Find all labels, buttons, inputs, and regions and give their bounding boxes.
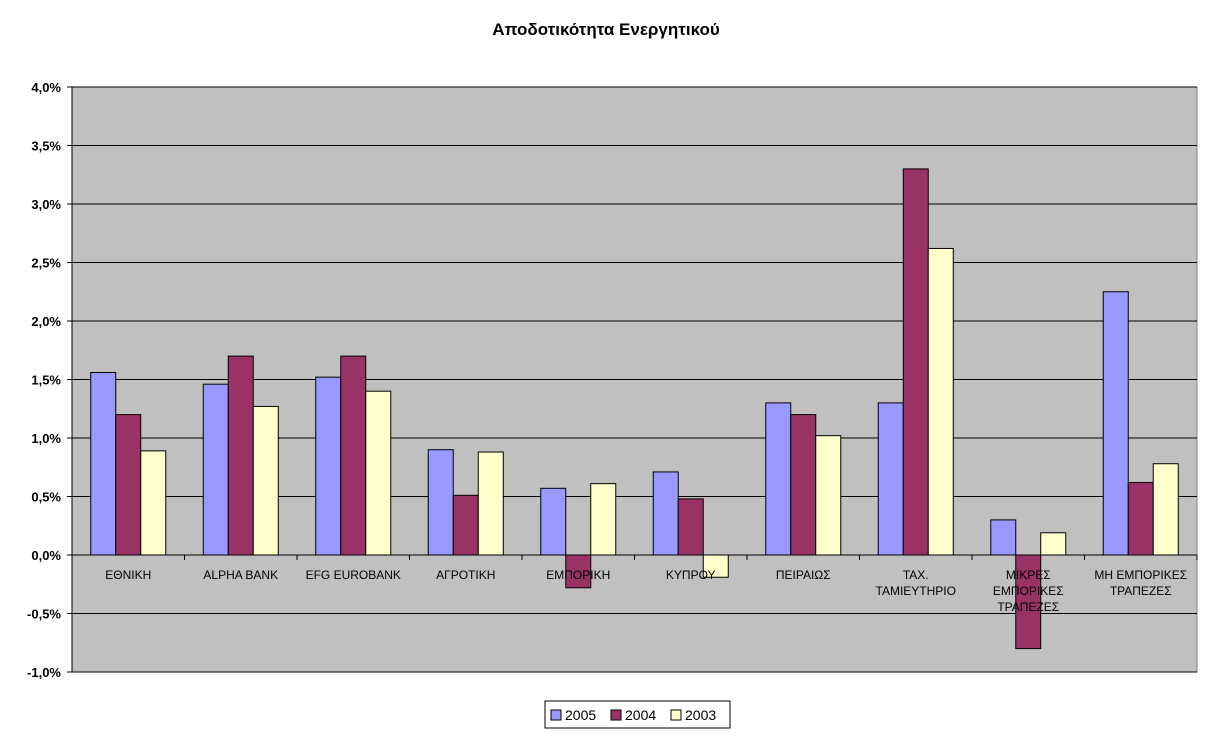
category-label: ΜΗ ΕΜΠΟΡΙΚΕΣ ΤΡΑΠΕΖΕΣ bbox=[1094, 568, 1187, 598]
y-tick-label: 0,5% bbox=[31, 490, 61, 505]
bar-2003 bbox=[927, 247, 954, 556]
bar-2003 bbox=[252, 405, 279, 556]
gridlines bbox=[72, 86, 1197, 673]
bar-2003 bbox=[1040, 532, 1067, 556]
bar-2005 bbox=[652, 471, 679, 556]
bar-2004 bbox=[790, 414, 817, 556]
bar-2005 bbox=[315, 376, 342, 556]
category-label: ALPHA BANK bbox=[203, 568, 278, 582]
legend-label-2003: 2003 bbox=[685, 707, 716, 723]
bar-2005 bbox=[427, 449, 454, 556]
bar-2004 bbox=[902, 168, 929, 556]
y-tick-label: 3,0% bbox=[31, 197, 61, 212]
bar-2003 bbox=[140, 450, 167, 556]
y-tick-label: 3,5% bbox=[31, 139, 61, 154]
x-axis bbox=[71, 554, 1198, 560]
y-tick-label: 2,0% bbox=[31, 314, 61, 329]
bar-2004 bbox=[340, 355, 367, 556]
y-tick-label: 4,0% bbox=[31, 80, 61, 95]
category-label: ΚΥΠΡΟΥ bbox=[666, 568, 716, 582]
bar-2004 bbox=[227, 355, 254, 556]
category-label: ΕΜΠΟΡΙΚΗ bbox=[546, 568, 610, 582]
legend-box bbox=[544, 700, 731, 729]
y-tick-label: 1,5% bbox=[31, 373, 61, 388]
y-tick-label: -0,5% bbox=[27, 607, 61, 622]
category-label: ΤΑΧ. ΤΑΜΙΕΥΤΗΡΙΟ bbox=[876, 568, 956, 598]
bar-2003 bbox=[365, 390, 392, 556]
category-label: EFG EUROBANK bbox=[306, 568, 401, 582]
bar-2005 bbox=[1102, 291, 1129, 556]
bar-2003 bbox=[590, 483, 617, 556]
bar-2004 bbox=[452, 494, 479, 556]
category-label: ΑΓΡΟΤΙΚΗ bbox=[436, 568, 495, 582]
bar-2004 bbox=[115, 414, 142, 556]
legend-swatch-2003 bbox=[670, 709, 682, 721]
legend-label-2004: 2004 bbox=[625, 707, 656, 723]
bar-2004 bbox=[565, 554, 592, 589]
y-tick-label: 0,0% bbox=[31, 548, 61, 563]
bar-2004 bbox=[1127, 481, 1154, 556]
y-tick-label: 1,0% bbox=[31, 431, 61, 446]
bar-2005 bbox=[877, 402, 904, 556]
bar-2005 bbox=[540, 487, 567, 556]
category-label: ΜΙΚΡΕΣ ΕΜΠΟΡΙΚΕΣ ΤΡΑΠΕΖΕΣ bbox=[993, 568, 1064, 614]
bar-2005 bbox=[202, 383, 229, 556]
bar-2005 bbox=[765, 402, 792, 556]
bar-2005 bbox=[990, 519, 1017, 556]
y-tick-label: 2,5% bbox=[31, 256, 61, 271]
bar-2003 bbox=[1152, 463, 1179, 556]
category-label: ΕΘΝΙΚΗ bbox=[105, 568, 151, 582]
chart-title: Αποδοτικότητα Ενεργητικού bbox=[492, 20, 720, 39]
bars bbox=[90, 168, 1179, 650]
bar-2005 bbox=[90, 371, 117, 556]
category-label: ΠΕΙΡΑΙΩΣ bbox=[776, 568, 831, 582]
category-labels: ΕΘΝΙΚΗ ALPHA BANK EFG EUROBANK ΑΓΡΟΤΙΚΗ ΕΜΠΟ… bbox=[105, 568, 1187, 614]
y-axis-ticks: -1,0% -0,5% 0,0% 0,5% 1,0% 1,5% 2,0% 2,5% 3,0% 3,… bbox=[27, 80, 73, 680]
bar-2003 bbox=[477, 451, 504, 556]
bar-2004 bbox=[677, 498, 704, 556]
y-tick-label: -1,0% bbox=[27, 665, 61, 680]
legend: 2005 2004 2003 bbox=[544, 700, 731, 729]
legend-swatch-2005 bbox=[550, 709, 562, 721]
legend-swatch-2004 bbox=[610, 709, 622, 721]
legend-label-2005: 2005 bbox=[565, 707, 596, 723]
bar-2003 bbox=[815, 435, 842, 556]
